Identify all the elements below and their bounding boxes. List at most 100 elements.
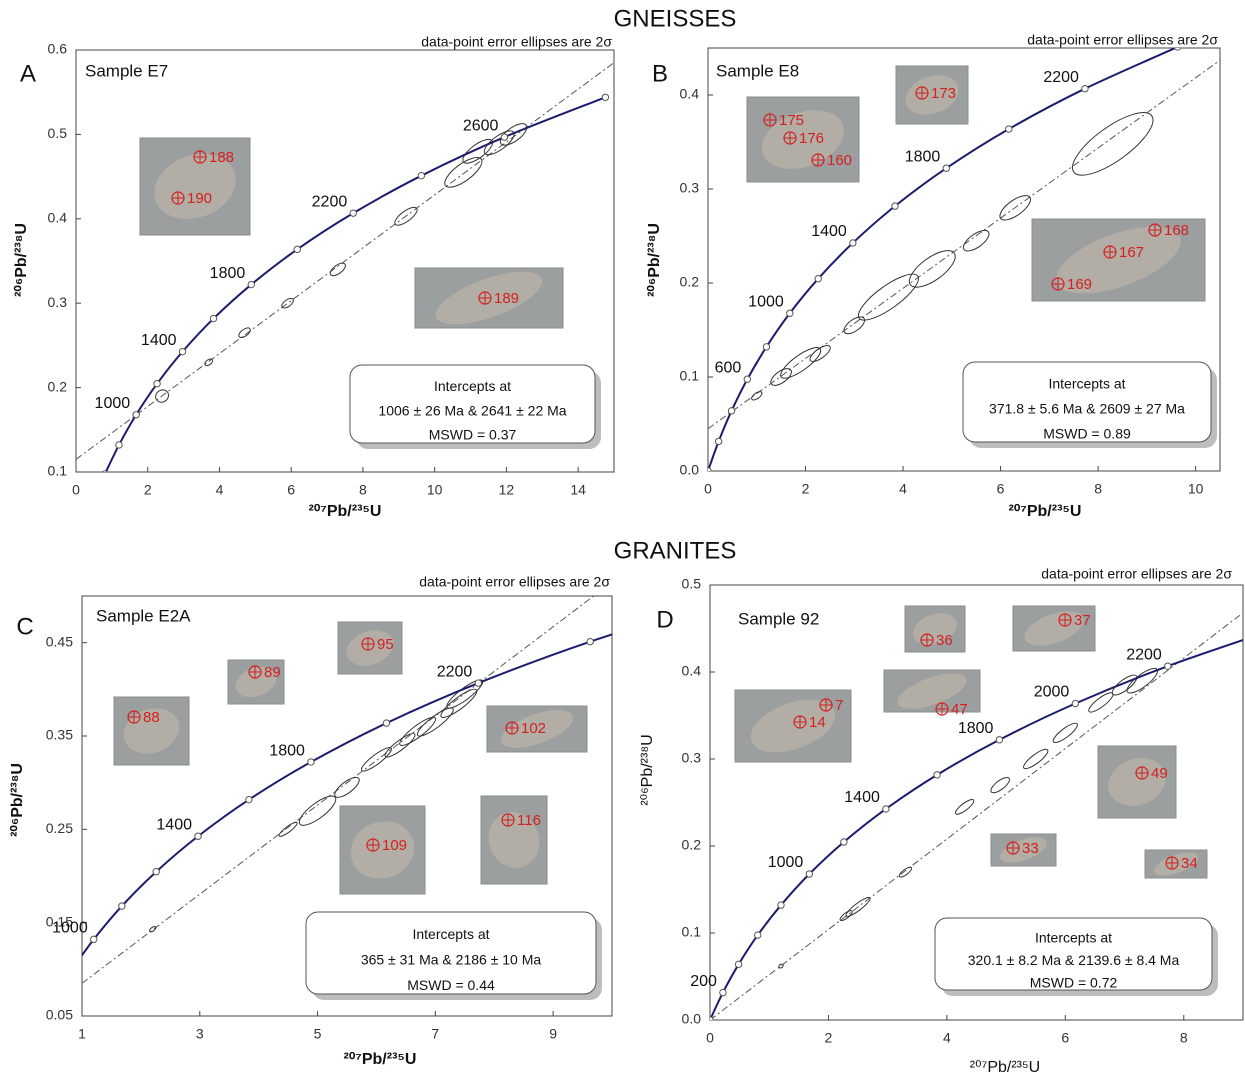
- age-label: 200: [690, 973, 717, 990]
- x-tick-label: 1: [78, 1026, 86, 1042]
- x-tick-label: 14: [570, 482, 586, 498]
- age-marker: [815, 275, 821, 281]
- y-tick-label: 0.3: [682, 750, 702, 766]
- x-tick-label: 0: [704, 481, 712, 497]
- x-tick-label: 8: [1094, 481, 1102, 497]
- age-marker: [308, 759, 314, 765]
- age-marker: [763, 344, 769, 350]
- age-label: 1400: [844, 789, 880, 806]
- x-tick-label: 0: [72, 482, 80, 498]
- spot-label: 34: [1181, 855, 1198, 872]
- age-label: 2000: [1034, 684, 1070, 701]
- spot-label: 167: [1119, 244, 1144, 261]
- age-marker: [383, 720, 389, 726]
- spot-label: 37: [1074, 612, 1091, 629]
- age-marker: [153, 869, 159, 875]
- panel: 714363747493334024680.00.10.20.30.40.520…: [639, 566, 1245, 1077]
- intercept-text: 1006 ± 26 Ma & 2641 ± 22 Ma: [378, 402, 566, 418]
- panel-letter: D: [656, 606, 673, 633]
- age-marker: [943, 165, 949, 171]
- age-label: 1000: [95, 395, 131, 412]
- spot-label: 36: [936, 632, 953, 649]
- spot-label: 7: [835, 697, 843, 714]
- x-tick-label: 12: [499, 482, 515, 498]
- error-note: data-point error ellipses are 2σ: [419, 574, 610, 590]
- x-tick-label: 6: [287, 482, 295, 498]
- x-tick-label: 7: [431, 1026, 439, 1042]
- y-tick-label: 0.05: [46, 1007, 73, 1023]
- age-marker: [154, 381, 160, 387]
- spot-label: 116: [517, 812, 541, 829]
- error-note: data-point error ellipses are 2σ: [1041, 566, 1232, 582]
- x-tick-label: 2: [825, 1030, 833, 1046]
- age-label: 1000: [52, 920, 88, 937]
- y-tick-label: 0.5: [682, 576, 702, 592]
- age-marker: [210, 315, 216, 321]
- age-marker: [102, 471, 108, 477]
- section-heading: GNEISSES: [614, 5, 737, 32]
- intercept-text: MSWD = 0.37: [429, 427, 517, 443]
- y-axis-label: ²⁰⁶Pb/²³⁸U: [9, 763, 26, 837]
- y-tick-label: 0.0: [680, 462, 700, 478]
- age-marker: [501, 134, 507, 140]
- age-label: 1800: [269, 742, 305, 759]
- x-tick-label: 10: [427, 482, 443, 498]
- y-axis-label: ²⁰⁶Pb/²³⁸U: [646, 223, 663, 297]
- age-label: 1400: [141, 332, 177, 349]
- age-marker: [119, 903, 125, 909]
- intercept-text: Intercepts at: [434, 378, 511, 394]
- age-marker: [715, 438, 721, 444]
- age-marker: [778, 902, 784, 908]
- age-marker: [1165, 663, 1171, 669]
- age-marker: [1082, 86, 1088, 92]
- spot-label: 14: [809, 714, 826, 731]
- age-label: 2200: [437, 663, 473, 680]
- age-marker: [735, 961, 741, 967]
- spot-label: 190: [187, 190, 212, 207]
- spot-label: 175: [779, 112, 804, 129]
- x-tick-label: 10: [1188, 481, 1204, 497]
- x-axis-label: ²⁰⁷Pb/²³⁵U: [1009, 503, 1082, 520]
- sample-title: Sample 92: [738, 609, 819, 628]
- y-tick-label: 0.2: [680, 274, 700, 290]
- age-marker: [707, 1017, 713, 1023]
- intercept-text: 320.1 ± 8.2 Ma & 2139.6 ± 8.4 Ma: [968, 952, 1180, 968]
- spot-label: 49: [1151, 765, 1168, 782]
- age-marker: [744, 376, 750, 382]
- age-label: 2200: [1126, 646, 1162, 663]
- spot-label: 169: [1067, 276, 1092, 293]
- x-tick-label: 0: [706, 1030, 714, 1046]
- age-marker: [294, 246, 300, 252]
- age-marker: [787, 310, 793, 316]
- age-marker: [1006, 126, 1012, 132]
- y-tick-label: 0.2: [48, 378, 68, 394]
- y-axis-label: ²⁰⁶Pb/²³⁸U: [639, 734, 656, 805]
- x-axis-label: ²⁰⁷Pb/²³⁵U: [309, 503, 382, 520]
- spot-label: 189: [494, 290, 519, 307]
- age-label: 1400: [156, 816, 192, 833]
- x-tick-label: 2: [802, 481, 810, 497]
- spot-label: 168: [1164, 222, 1189, 239]
- spot-label: 47: [951, 701, 968, 718]
- y-tick-label: 0.4: [682, 663, 702, 679]
- x-tick-label: 6: [1061, 1030, 1069, 1046]
- sample-title: Sample E8: [716, 61, 799, 80]
- age-marker: [179, 348, 185, 354]
- x-tick-label: 4: [899, 481, 907, 497]
- spot-label: 88: [143, 709, 160, 726]
- section-heading: GRANITES: [614, 537, 737, 564]
- age-marker: [133, 412, 139, 418]
- spot-label: 102: [521, 720, 546, 737]
- panel-letter: B: [652, 60, 668, 87]
- panel-letter: C: [16, 613, 33, 640]
- y-tick-label: 0.35: [46, 727, 73, 743]
- intercept-text: MSWD = 0.89: [1043, 425, 1131, 441]
- y-axis-label: ²⁰⁶Pb/²³⁸U: [13, 223, 30, 297]
- spot-label: 160: [827, 152, 852, 169]
- y-tick-label: 0.1: [680, 368, 700, 384]
- age-marker: [720, 989, 726, 995]
- age-marker: [91, 936, 97, 942]
- x-axis-label: ²⁰⁷Pb/²³⁵U: [344, 1051, 417, 1068]
- intercept-text: Intercepts at: [1035, 930, 1112, 946]
